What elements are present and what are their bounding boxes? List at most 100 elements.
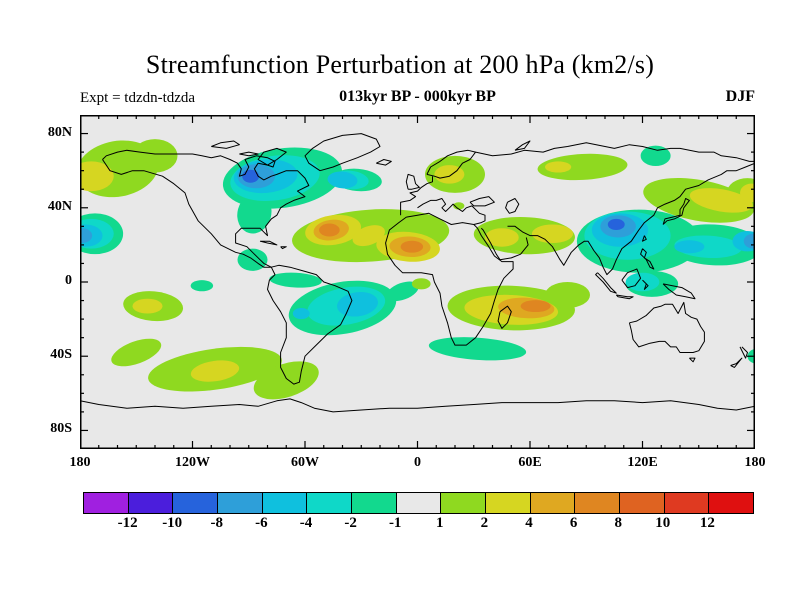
coastline [417, 198, 486, 225]
coastline [280, 246, 287, 250]
coastline [257, 147, 287, 166]
contour-fill [545, 161, 572, 173]
coastline [662, 283, 696, 300]
colorbar-segment [440, 493, 486, 513]
contour-fill [434, 165, 465, 184]
coastline [595, 272, 617, 294]
contour-fill [400, 240, 424, 253]
colorbar-tick-label: 12 [699, 515, 715, 531]
contour-fill [453, 202, 465, 210]
coastline [475, 142, 755, 162]
coastline [80, 398, 755, 413]
coastline [480, 227, 529, 261]
coastline [621, 268, 642, 289]
coastline [662, 198, 690, 225]
lat-tick-label: 40S [50, 347, 72, 363]
coastline [405, 173, 420, 190]
coastline [239, 151, 259, 157]
colorbar-tick-label: 1 [436, 515, 444, 531]
coastline [426, 149, 477, 179]
lon-tick-label: 180 [69, 455, 91, 470]
colorbar-tick-label: 2 [480, 515, 489, 531]
lon-tick-label: 120W [175, 455, 210, 470]
contour-fill [386, 281, 419, 302]
season-label: DJF [725, 88, 755, 105]
colorbar-segment [217, 493, 262, 513]
colorbar-tick-label: 10 [655, 515, 671, 531]
colorbar-tick-label: 6 [569, 515, 578, 531]
contour-fill [292, 307, 310, 320]
contour-fill [80, 161, 114, 192]
lon-tick-label: 60E [518, 455, 542, 470]
colorbar-tick-label: -12 [117, 515, 138, 531]
coastline [640, 248, 655, 270]
contour-fill [190, 280, 214, 292]
colorbar-tick-label: -8 [210, 515, 224, 531]
coastline [642, 279, 649, 290]
contour-fill [253, 361, 319, 400]
colorbar-segment [84, 493, 128, 513]
coastline [469, 196, 495, 207]
coastline [689, 357, 696, 363]
colorbar-tick-label: -1 [388, 515, 402, 531]
lat-tick-label: 80N [47, 124, 72, 140]
colorbar-segment [708, 493, 754, 513]
colorbar-segment [529, 493, 575, 513]
plot-title: Streamfunction Perturbation at 200 hPa (… [145, 50, 655, 79]
colorbar-segment [306, 493, 352, 513]
coastline [102, 159, 272, 268]
coastline [102, 149, 310, 268]
experiment-label: Expt = tdzdn-tdzda [80, 90, 196, 106]
colorbar-segment [619, 493, 664, 513]
contour-fill [537, 153, 628, 181]
contour-fill [132, 139, 178, 173]
colorbar-tick-label: 8 [614, 515, 622, 531]
colorbar-segment [663, 493, 709, 513]
colorbar-segment [485, 493, 530, 513]
contour-fill [485, 228, 519, 247]
contour-fill [531, 224, 574, 244]
lat-tick-label: 0 [65, 273, 72, 288]
contour-fill [80, 228, 93, 244]
contour-fill [674, 240, 705, 254]
coastline [497, 305, 512, 329]
colorbar-segment [395, 493, 441, 513]
contour-fill [352, 225, 385, 247]
colorbar-tick-label: -10 [162, 515, 183, 531]
coastline [642, 235, 647, 242]
contour-fill [625, 272, 660, 292]
lon-tick-label: 60W [291, 455, 319, 470]
contour-fill [237, 193, 272, 234]
colorbar-segment [351, 493, 396, 513]
period-label: 013kyr BP - 000kyr BP [339, 88, 496, 105]
world-contour-map [80, 115, 755, 449]
map-canvas [80, 115, 755, 449]
colorbar-segment [574, 493, 620, 513]
contour-fill [520, 300, 551, 313]
coastline [507, 162, 755, 276]
contour-fill [111, 338, 162, 367]
colorbar-tick-label: 4 [525, 515, 533, 531]
contour-fill [428, 337, 527, 361]
coastline [267, 264, 353, 385]
contour-fill [607, 218, 625, 231]
lon-tick-label: 120E [627, 455, 658, 470]
coastline [400, 176, 433, 216]
colorbar-tick-label: -4 [299, 515, 313, 531]
contour-fill [327, 171, 358, 189]
contour-fill [269, 272, 322, 288]
contour-fill [740, 183, 755, 203]
contour-fill [640, 145, 671, 167]
colorbar-tick-label: -6 [255, 515, 268, 531]
coastline [211, 140, 240, 149]
colorbar [83, 492, 754, 514]
coastline [615, 294, 634, 300]
contour-fill [190, 360, 240, 382]
coastline [259, 240, 278, 246]
contour-fill [242, 169, 260, 183]
colorbar-tick-label: -2 [344, 515, 357, 531]
contour-fill [411, 278, 431, 290]
coastline [505, 198, 520, 214]
contour-fill [132, 298, 163, 314]
